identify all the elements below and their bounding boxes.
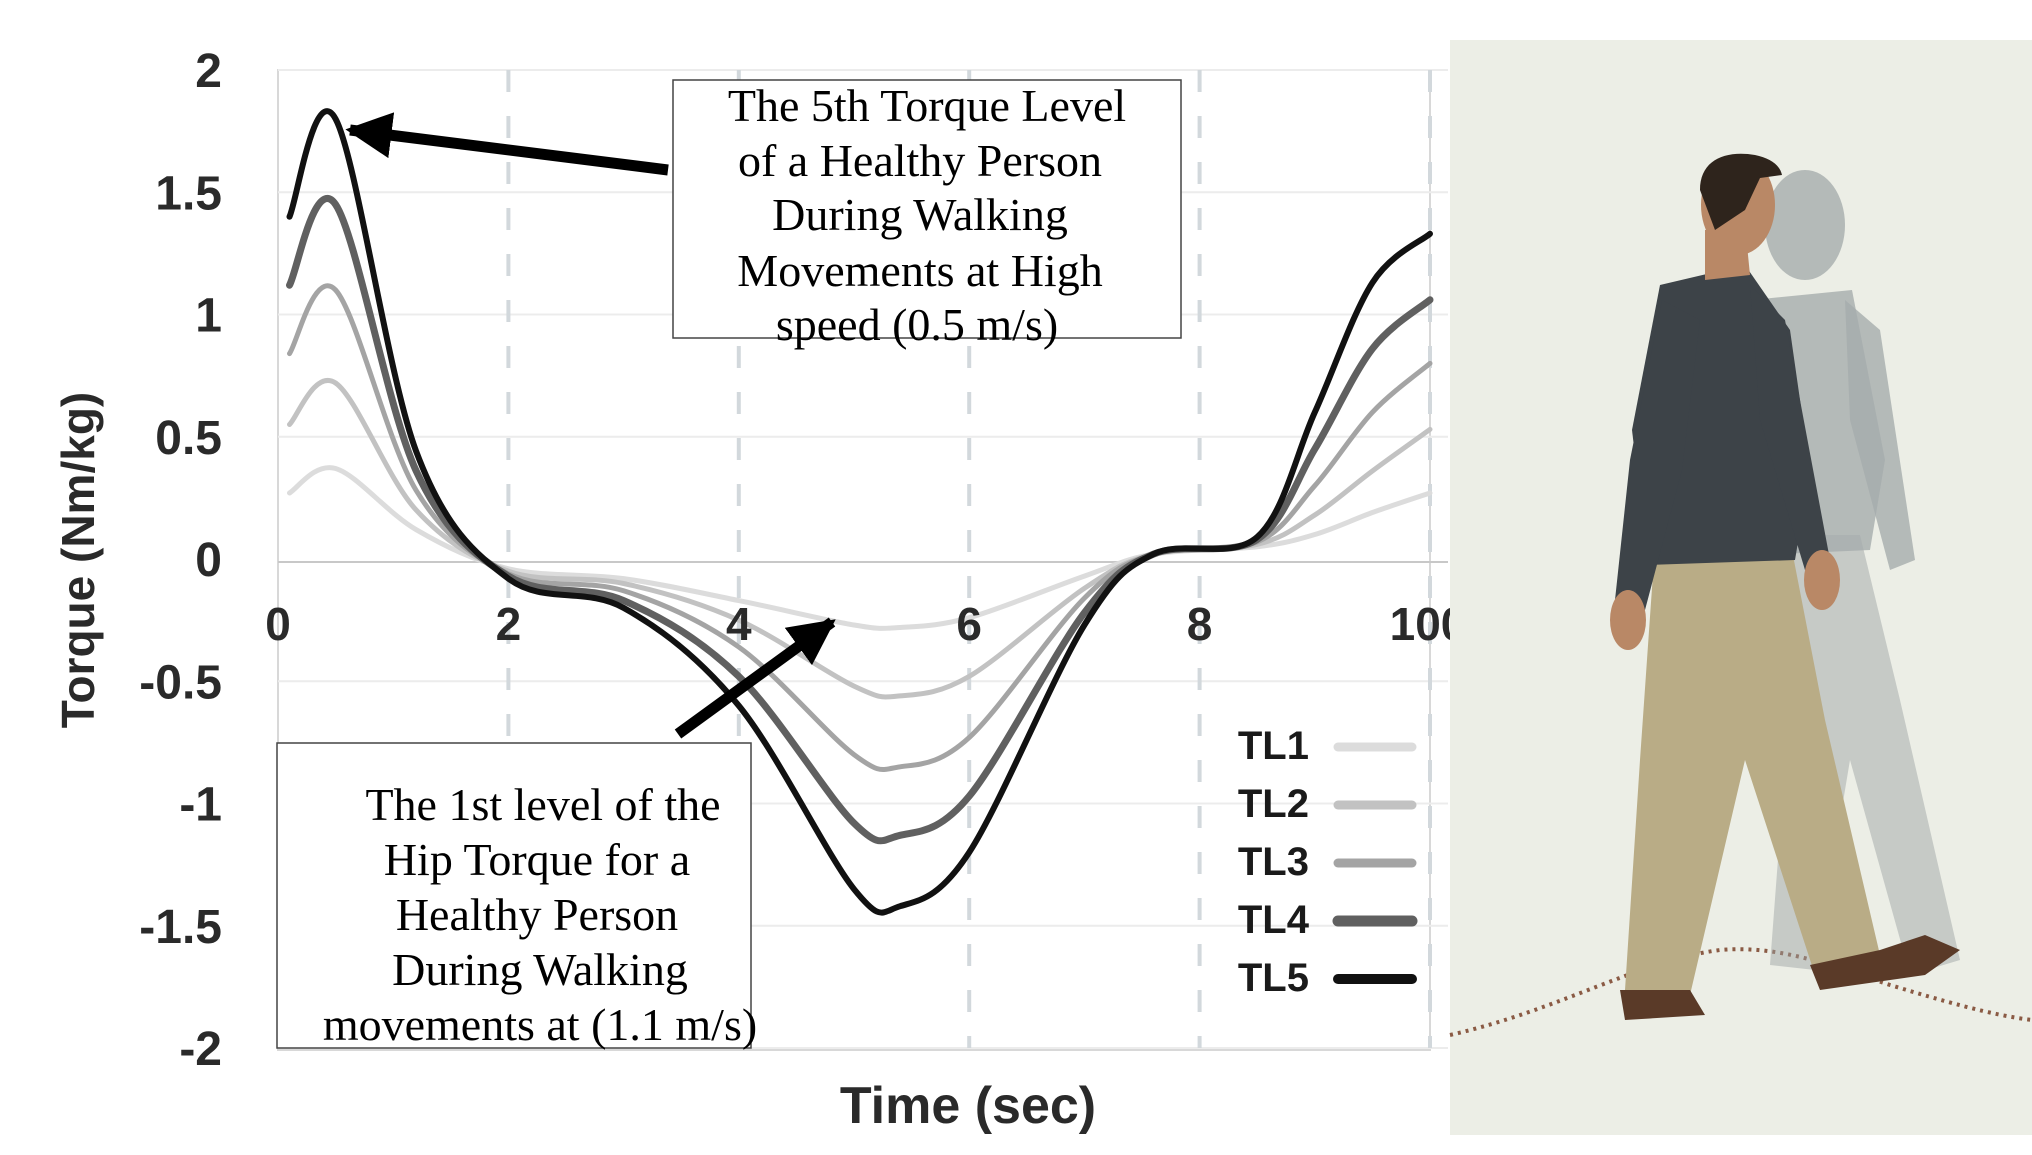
ghost-walker-head bbox=[1765, 170, 1845, 280]
legend-label-tl5: TL5 bbox=[1238, 956, 1309, 1000]
series-line-tl3 bbox=[287, 283, 1433, 772]
series-line-tl4 bbox=[286, 195, 1434, 845]
front-walker-legs bbox=[1625, 540, 1880, 995]
gait-trajectory-curve bbox=[1449, 947, 2032, 1037]
front-walker-hair bbox=[1700, 153, 1782, 230]
annotation-bottom-line-5: movements at (1.1 m/s) bbox=[323, 999, 757, 1050]
front-walker-arm-front bbox=[1615, 300, 1700, 610]
annotation-top: The 5th Torque Level of a Healthy Person… bbox=[672, 79, 1182, 350]
y-tick-label-5: -0.5 bbox=[139, 656, 222, 709]
y-axis-label: Torque (Nm/kg) bbox=[52, 392, 104, 728]
front-walker-shoe-front bbox=[1810, 935, 1960, 990]
series-line-tl1 bbox=[287, 465, 1433, 631]
front-walker-arm-back bbox=[1750, 285, 1830, 570]
y-tick-label-3: 0.5 bbox=[155, 412, 222, 465]
legend-label-tl3: TL3 bbox=[1238, 840, 1309, 884]
annotation-top-line-3: During Walking bbox=[772, 189, 1068, 240]
y-tick-labels: 2 1.5 1 0.5 0 -0.5 -1 -1.5 -2 bbox=[139, 45, 222, 1076]
annotation-top-line-2: of a Healthy Person bbox=[738, 135, 1102, 186]
annotation-bottom-line-2: Hip Torque for a bbox=[384, 834, 690, 885]
legend: TL1 TL2 TL3 TL4 TL5 bbox=[1238, 724, 1418, 1000]
front-walker bbox=[1610, 153, 1960, 1020]
series-layer bbox=[286, 108, 1434, 916]
annotation-bottom-line-3: Healthy Person bbox=[396, 889, 678, 940]
annotation-bottom-arrow bbox=[674, 617, 836, 739]
x-tick-label-2: 4 bbox=[726, 598, 752, 650]
y-tick-label-1: 1.5 bbox=[155, 167, 222, 220]
front-walker-shoe-back bbox=[1620, 990, 1705, 1020]
x-tick-labels: 0 2 4 6 8 100 bbox=[265, 598, 1466, 650]
front-walker-hand-back bbox=[1804, 550, 1840, 610]
series-line-tl5 bbox=[286, 108, 1433, 916]
annotation-top-line-4: Movements at High bbox=[737, 245, 1102, 296]
x-axis-label: Time (sec) bbox=[840, 1077, 1096, 1135]
annotation-bottom-line-4: During Walking bbox=[392, 944, 688, 995]
x-tick-label-4: 8 bbox=[1187, 598, 1213, 650]
annotation-top-arrow bbox=[345, 112, 669, 176]
annotation-bottom-box bbox=[276, 742, 752, 1049]
series-line-tl2 bbox=[287, 378, 1433, 700]
annotation-top-line-5: speed (0.5 m/s) bbox=[776, 299, 1058, 350]
x-tick-label-1: 2 bbox=[496, 598, 522, 650]
y-tick-label-4: 0 bbox=[195, 534, 222, 587]
legend-label-tl2: TL2 bbox=[1238, 782, 1309, 826]
y-tick-label-0: 2 bbox=[195, 45, 222, 98]
y-tick-label-2: 1 bbox=[195, 290, 222, 343]
annotation-bottom: The 1st level of the Hip Torque for a He… bbox=[276, 742, 757, 1050]
annotation-top-box bbox=[672, 79, 1182, 339]
annotation-top-line-1: The 5th Torque Level bbox=[728, 80, 1126, 131]
legend-label-tl4: TL4 bbox=[1238, 898, 1310, 942]
grid bbox=[278, 69, 1448, 1049]
y-tick-label-6: -1 bbox=[179, 779, 222, 832]
y-tick-label-7: -1.5 bbox=[139, 901, 222, 954]
legend-label-tl1: TL1 bbox=[1238, 724, 1309, 768]
front-walker-hand-front bbox=[1610, 590, 1646, 650]
ghost-walker-arm bbox=[1845, 300, 1915, 570]
y-tick-label-8: -2 bbox=[179, 1023, 222, 1076]
x-tick-label-3: 6 bbox=[956, 598, 982, 650]
walking-people-illustration bbox=[1449, 40, 2032, 1135]
annotation-bottom-line-1: The 1st level of the bbox=[365, 779, 720, 830]
x-tick-label-0: 0 bbox=[265, 598, 291, 650]
